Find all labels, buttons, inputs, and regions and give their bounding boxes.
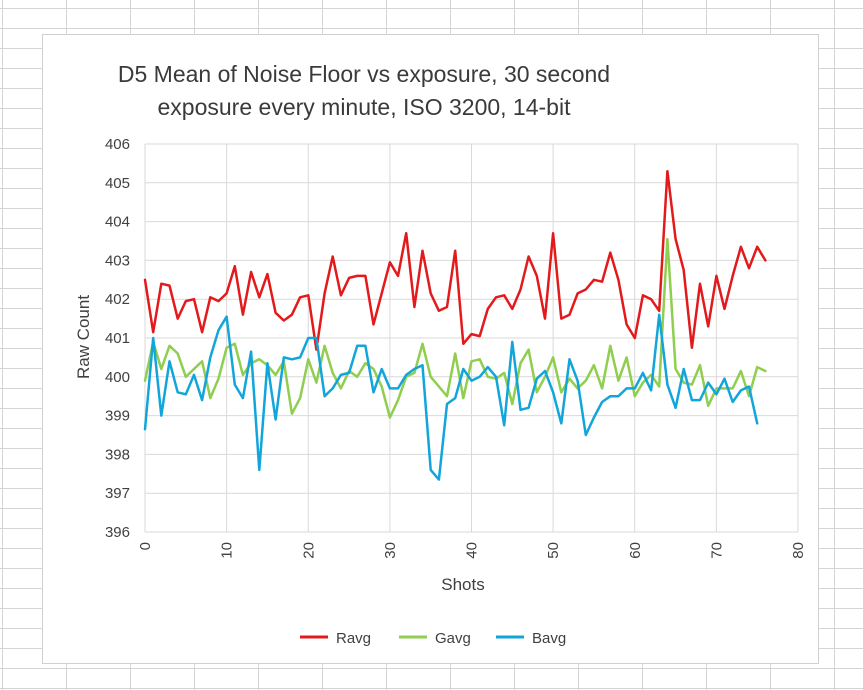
gridlines <box>144 143 799 533</box>
y-tick-label: 403 <box>105 252 130 269</box>
x-tick-label: 0 <box>137 542 154 550</box>
y-tick-label: 397 <box>105 485 130 502</box>
x-tick-label: 50 <box>545 542 562 559</box>
chart-title-line-2: exposure every minute, ISO 3200, 14-bit <box>158 94 572 120</box>
legend-label-ravg: Ravg <box>336 630 371 647</box>
y-tick-label: 404 <box>105 214 130 231</box>
x-tick-label: 70 <box>708 542 725 559</box>
y-axis-title: Raw Count <box>74 295 93 379</box>
x-tick-label: 30 <box>382 542 399 559</box>
data-series <box>143 169 767 481</box>
y-axis-tick-labels: 396 397 398 399 400 401 402 403 404 405 406 <box>105 136 130 541</box>
series-line-bavg <box>143 313 759 481</box>
legend-label-gavg: Gavg <box>435 630 471 647</box>
x-tick-label: 80 <box>790 542 807 559</box>
y-tick-label: 396 <box>105 524 130 541</box>
chart-title: D5 Mean of Noise Floor vs exposure, 30 s… <box>118 61 610 120</box>
chart-title-line-1: D5 Mean of Noise Floor vs exposure, 30 s… <box>118 61 610 87</box>
series-line-ravg <box>143 169 767 351</box>
y-tick-label: 405 <box>105 175 130 192</box>
y-tick-label: 406 <box>105 136 130 153</box>
line-chart: D5 Mean of Noise Floor vs exposure, 30 s… <box>74 61 807 647</box>
x-axis-title: Shots <box>441 575 484 594</box>
y-tick-label: 400 <box>105 369 130 386</box>
y-tick-label: 401 <box>105 330 130 347</box>
legend: Ravg Gavg Bavg <box>300 630 566 647</box>
legend-label-bavg: Bavg <box>532 630 566 647</box>
x-axis-tick-labels: 0 10 20 30 40 50 60 70 80 <box>137 542 807 559</box>
y-tick-label: 398 <box>105 446 130 463</box>
x-tick-label: 60 <box>627 542 644 559</box>
chart-area: D5 Mean of Noise Floor vs exposure, 30 s… <box>42 34 819 664</box>
x-tick-label: 10 <box>219 542 236 559</box>
y-tick-label: 402 <box>105 291 130 308</box>
x-tick-label: 40 <box>464 542 481 559</box>
y-tick-label: 399 <box>105 408 130 425</box>
x-tick-label: 20 <box>300 542 317 559</box>
